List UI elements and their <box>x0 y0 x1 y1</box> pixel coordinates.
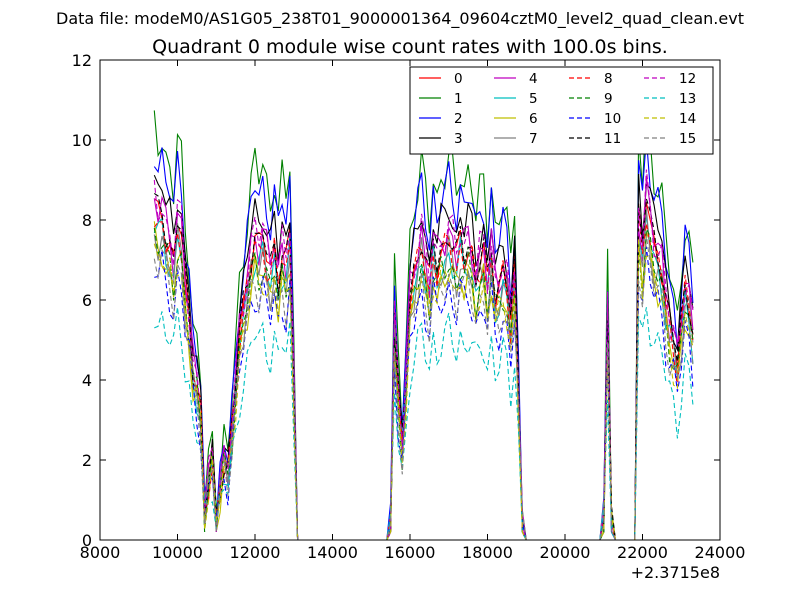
x-tick-label: 24000 <box>695 543 746 562</box>
chart-title: Quadrant 0 module wise count rates with … <box>152 36 668 58</box>
x-tick-label: 16000 <box>385 543 436 562</box>
x-tick-label: 8000 <box>80 543 121 562</box>
y-tick-label: 0 <box>82 531 92 550</box>
x-offset-label: +2.3715e8 <box>631 563 720 582</box>
legend-label-0: 0 <box>454 71 463 87</box>
legend-label-1: 1 <box>454 91 463 107</box>
x-tick-label: 14000 <box>307 543 358 562</box>
y-tick-label: 10 <box>72 131 92 150</box>
figure-suptitle: Data file: modeM0/AS1G05_238T01_90000013… <box>56 9 744 29</box>
x-tick-label: 10000 <box>152 543 203 562</box>
legend-label-15: 15 <box>679 131 696 147</box>
y-tick-label: 8 <box>82 211 92 230</box>
legend-label-2: 2 <box>454 111 463 127</box>
legend-label-11: 11 <box>604 131 621 147</box>
legend-label-5: 5 <box>529 91 538 107</box>
legend-label-3: 3 <box>454 131 463 147</box>
legend-label-6: 6 <box>529 111 538 127</box>
y-tick-label: 6 <box>82 291 92 310</box>
legend-label-9: 9 <box>604 91 613 107</box>
x-tick-label: 22000 <box>617 543 668 562</box>
series-line-1 <box>153 101 694 541</box>
legend-label-7: 7 <box>529 131 538 147</box>
series-line-15 <box>153 235 694 541</box>
legend-label-4: 4 <box>529 71 538 87</box>
x-tick-label: 12000 <box>230 543 281 562</box>
legend-label-14: 14 <box>679 111 696 127</box>
x-tick-label: 20000 <box>540 543 591 562</box>
y-tick-label: 2 <box>82 451 92 470</box>
legend-label-12: 12 <box>679 71 696 87</box>
legend-box <box>409 66 714 155</box>
ticks-layer: 8000 10000 12000 14000 16000 18000 20000 22000 2… <box>72 51 746 562</box>
legend-label-8: 8 <box>604 71 613 87</box>
y-tick-label: 12 <box>72 51 92 70</box>
legend-label-13: 13 <box>679 91 696 107</box>
legend-label-10: 10 <box>604 111 621 127</box>
series-layer <box>153 101 694 541</box>
x-tick-label: 18000 <box>462 543 513 562</box>
y-tick-label: 4 <box>82 371 92 390</box>
